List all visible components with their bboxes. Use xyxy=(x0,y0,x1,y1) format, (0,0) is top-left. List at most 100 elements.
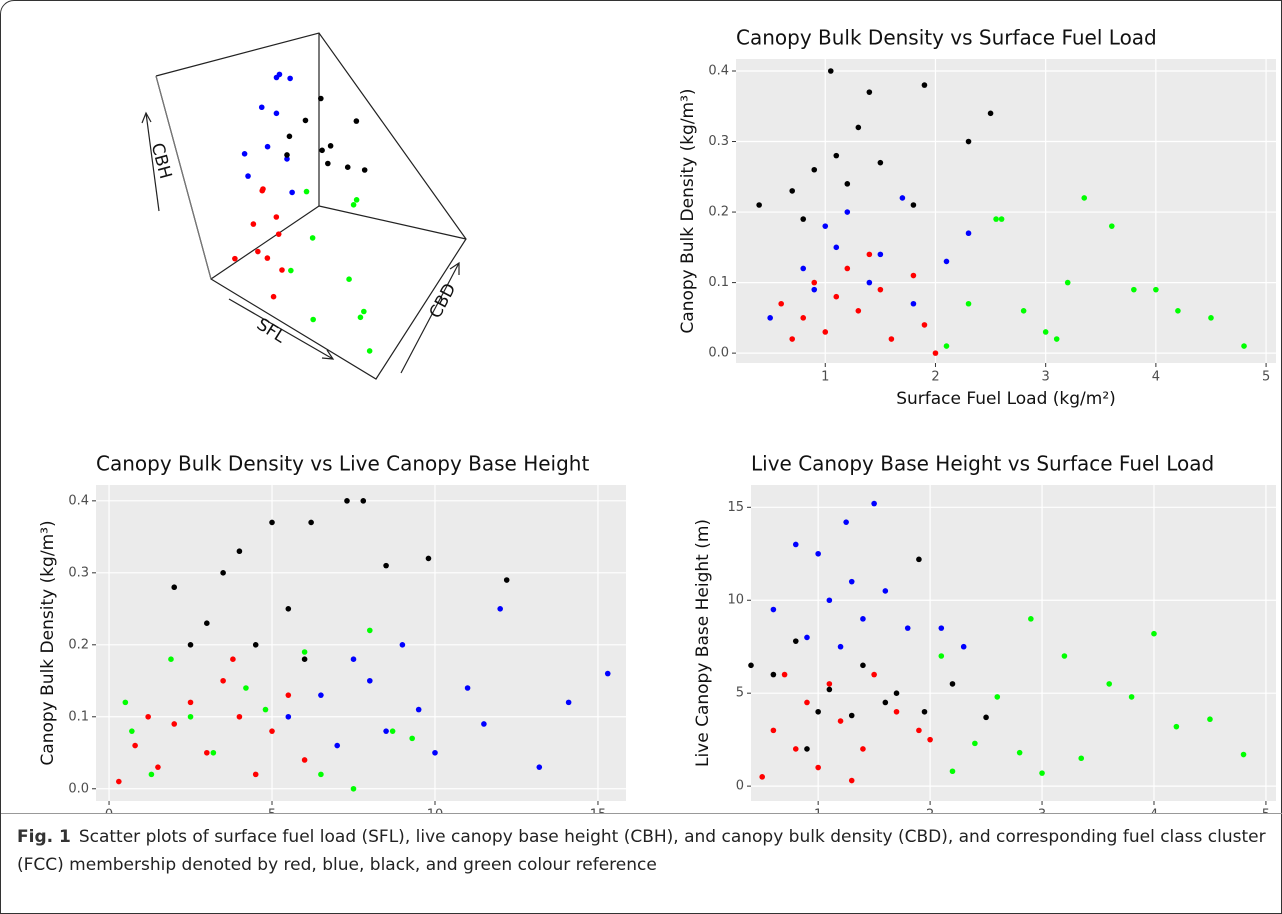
point xyxy=(145,713,151,720)
point xyxy=(250,221,257,227)
point xyxy=(843,519,849,525)
point xyxy=(346,276,352,283)
point xyxy=(1064,279,1071,286)
y-tick-label: 10 xyxy=(727,593,744,608)
point xyxy=(1207,716,1213,723)
point xyxy=(871,671,877,678)
point xyxy=(866,251,873,258)
point xyxy=(938,653,945,659)
y-tick-label: 0.4 xyxy=(708,63,729,78)
point xyxy=(811,286,818,293)
point xyxy=(361,167,368,173)
point xyxy=(122,699,129,706)
x-tick-label: 4 xyxy=(1152,370,1160,385)
point xyxy=(837,643,844,650)
point xyxy=(833,152,840,159)
charts: CBH SFL CBD 1 2 3 4 5 0.0 0.1 0.2 0.3 0.4 Canopy B… xyxy=(38,26,1276,814)
point xyxy=(503,577,510,583)
point xyxy=(308,519,314,526)
point xyxy=(844,209,851,215)
point xyxy=(232,255,238,262)
x-tick-label: 1 xyxy=(821,370,829,385)
point xyxy=(949,681,956,687)
point xyxy=(236,548,243,555)
point xyxy=(409,735,415,742)
point xyxy=(252,641,259,648)
point xyxy=(481,721,487,727)
point xyxy=(792,541,799,548)
point xyxy=(844,181,851,187)
point xyxy=(826,686,833,693)
point xyxy=(344,164,351,170)
point xyxy=(367,627,373,634)
point xyxy=(800,265,807,272)
point xyxy=(132,742,138,749)
point xyxy=(1108,223,1115,229)
point xyxy=(334,742,341,749)
point xyxy=(399,641,406,648)
point xyxy=(789,188,796,194)
point xyxy=(1078,755,1085,762)
point xyxy=(604,670,611,677)
point xyxy=(770,671,777,678)
y-tick-label: 0.3 xyxy=(68,565,89,580)
point xyxy=(302,117,309,124)
point xyxy=(965,230,972,237)
y-axis-title: Live Canopy Base Height (m) xyxy=(693,519,713,767)
x-tick-label: 15 xyxy=(590,808,607,814)
x-tick-label: 0 xyxy=(105,808,113,814)
point xyxy=(273,110,280,117)
point xyxy=(1106,681,1113,687)
point xyxy=(1053,336,1060,342)
point xyxy=(210,749,217,756)
x-tick-label: 3 xyxy=(1038,808,1046,814)
point xyxy=(994,694,1001,700)
x-tick-label: 10 xyxy=(427,808,444,814)
point xyxy=(171,584,178,591)
point xyxy=(916,727,922,734)
point xyxy=(882,699,889,706)
point xyxy=(888,336,895,342)
point xyxy=(877,251,884,258)
point xyxy=(301,649,308,655)
axis-label: CBH xyxy=(147,141,176,181)
point xyxy=(289,189,295,196)
point xyxy=(910,300,917,307)
point xyxy=(220,677,226,684)
point xyxy=(965,300,972,307)
point xyxy=(882,588,889,594)
point xyxy=(1173,723,1180,730)
point xyxy=(327,143,334,149)
point xyxy=(904,625,911,631)
x-axis-title: Surface Fuel Load (kg/m²) xyxy=(896,389,1116,409)
x-tick-label: 4 xyxy=(1150,808,1158,814)
point xyxy=(383,562,389,569)
point xyxy=(287,75,293,82)
point xyxy=(756,202,762,208)
point xyxy=(325,160,331,167)
point xyxy=(279,267,285,273)
point xyxy=(837,718,844,724)
point xyxy=(301,656,308,662)
point xyxy=(1131,286,1137,293)
caption-label: Fig. 1 xyxy=(17,827,71,847)
point xyxy=(415,706,422,713)
point xyxy=(965,138,972,145)
point xyxy=(258,104,265,111)
point xyxy=(269,728,275,734)
point xyxy=(860,746,866,752)
y-tick-label: 0.2 xyxy=(68,637,89,652)
y-tick-label: 15 xyxy=(727,500,744,515)
point xyxy=(1016,749,1023,756)
point xyxy=(284,156,290,162)
y-tick-label: 0.1 xyxy=(708,275,729,290)
point xyxy=(893,690,900,696)
point xyxy=(301,757,308,763)
point xyxy=(236,713,243,720)
point xyxy=(288,267,294,274)
point xyxy=(204,620,210,627)
point xyxy=(1128,694,1135,700)
point xyxy=(383,728,389,734)
point xyxy=(366,348,373,354)
point xyxy=(998,216,1005,222)
